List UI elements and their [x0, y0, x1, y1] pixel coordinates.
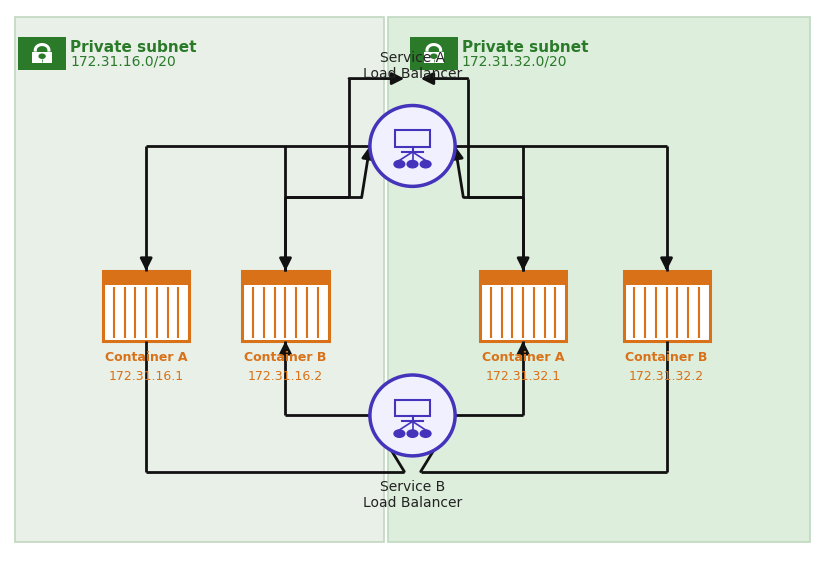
Circle shape — [394, 160, 405, 168]
Text: 172.31.32.2: 172.31.32.2 — [629, 370, 704, 383]
FancyBboxPatch shape — [624, 271, 710, 341]
Circle shape — [39, 54, 45, 58]
FancyBboxPatch shape — [394, 400, 431, 416]
Text: Private subnet: Private subnet — [462, 40, 588, 54]
Text: Service B
Load Balancer: Service B Load Balancer — [363, 480, 462, 510]
Ellipse shape — [370, 375, 455, 456]
Circle shape — [431, 54, 436, 58]
FancyBboxPatch shape — [410, 37, 458, 70]
Text: Service A
Load Balancer: Service A Load Balancer — [363, 51, 462, 82]
FancyBboxPatch shape — [18, 37, 66, 70]
FancyBboxPatch shape — [624, 271, 710, 285]
Text: 172.31.32.1: 172.31.32.1 — [486, 370, 561, 383]
Text: Container B: Container B — [625, 351, 708, 364]
Circle shape — [407, 160, 418, 168]
Text: 172.31.16.0/20: 172.31.16.0/20 — [70, 55, 176, 69]
Circle shape — [407, 430, 418, 437]
FancyBboxPatch shape — [424, 52, 444, 64]
FancyBboxPatch shape — [388, 17, 810, 541]
Text: Container A: Container A — [105, 351, 187, 364]
Ellipse shape — [370, 105, 455, 187]
FancyBboxPatch shape — [103, 271, 189, 285]
FancyBboxPatch shape — [32, 52, 52, 64]
Text: Container B: Container B — [244, 351, 327, 364]
FancyBboxPatch shape — [103, 271, 189, 341]
Text: 172.31.32.0/20: 172.31.32.0/20 — [462, 55, 567, 69]
Circle shape — [420, 160, 431, 168]
FancyBboxPatch shape — [480, 271, 566, 285]
FancyBboxPatch shape — [243, 271, 328, 341]
Text: 172.31.16.2: 172.31.16.2 — [248, 370, 323, 383]
FancyBboxPatch shape — [243, 271, 328, 285]
Circle shape — [394, 430, 405, 437]
Text: Container A: Container A — [482, 351, 564, 364]
Text: Private subnet: Private subnet — [70, 40, 196, 54]
Circle shape — [420, 430, 431, 437]
Text: 172.31.16.1: 172.31.16.1 — [109, 370, 184, 383]
FancyBboxPatch shape — [394, 130, 431, 147]
FancyBboxPatch shape — [15, 17, 384, 541]
FancyBboxPatch shape — [480, 271, 566, 341]
